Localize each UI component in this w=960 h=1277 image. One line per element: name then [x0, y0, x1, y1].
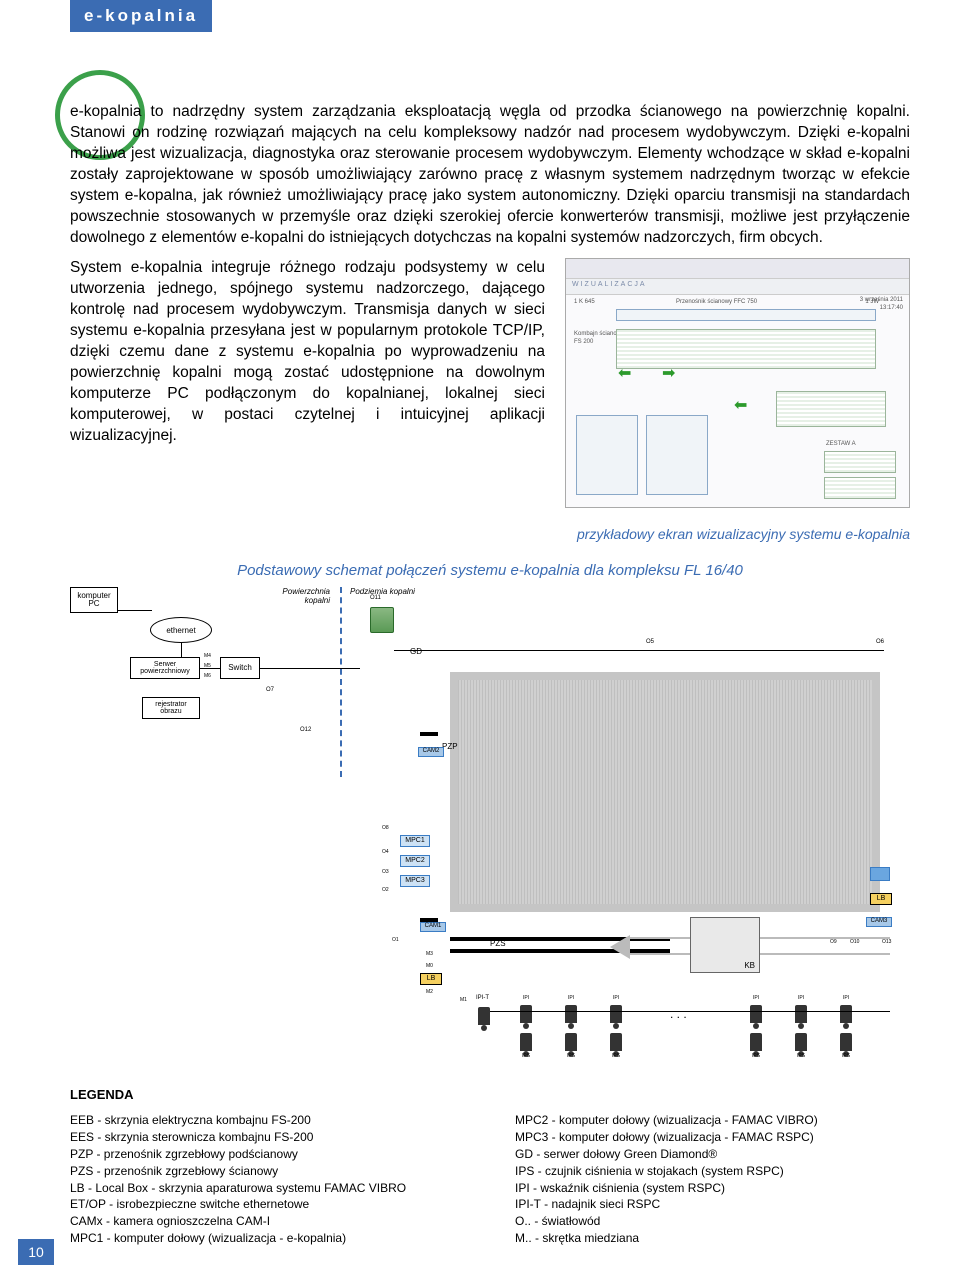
lb-right: LB — [870, 893, 892, 905]
legend-item: IPI - wskaźnik ciśnienia (system RSPC) — [515, 1180, 910, 1197]
legend-item: GD - serwer dołowy Green Diamond® — [515, 1146, 910, 1163]
legend-item: IPS - czujnik ciśnienia w stojakach (sys… — [515, 1163, 910, 1180]
ipi-t-sensor — [478, 1007, 490, 1025]
lbl-pzp: PZP — [442, 742, 458, 751]
lbl-o6: O6 — [876, 639, 884, 645]
lbl-m2: M2 — [426, 989, 433, 995]
legend-item: ET/OP - isrobezpieczne switche etherneto… — [70, 1196, 465, 1213]
paragraph-2: System e-kopalnia integruje różnego rodz… — [70, 258, 545, 498]
lbl-o8: O8 — [382, 825, 389, 831]
cam1: CAM1 — [420, 922, 446, 932]
lbl-o12: O12 — [300, 727, 311, 733]
lbl-o9: O9 — [830, 939, 837, 945]
pzp-conveyor — [420, 732, 438, 922]
cam2: CAM2 — [418, 747, 444, 757]
ips-4: IPS — [750, 1053, 762, 1059]
mpc3: MPC3 — [400, 875, 430, 887]
ips-1: IPS — [520, 1053, 532, 1059]
surface-divider — [340, 587, 342, 777]
ipi-4: IPI — [750, 995, 762, 1001]
legend-item: M.. - skrętka miedziana — [515, 1230, 910, 1247]
legend-left: EEB - skrzynia elektryczna kombajnu FS-2… — [70, 1112, 465, 1246]
ipi-6: IPI — [840, 995, 852, 1001]
lbl-ipi-t: IPI-T — [476, 995, 489, 1001]
ips-3: IPS — [610, 1053, 622, 1059]
lbl-m3: M3 — [426, 951, 433, 957]
ips-dots: . . . — [670, 1007, 687, 1021]
legend-item: PZP - przenośnik zgrzebłowy podścianowy — [70, 1146, 465, 1163]
legend: LEGENDA EEB - skrzynia elektryczna komba… — [70, 1087, 910, 1246]
lbl-powierzchnia: Powierzchnia kopalni — [260, 587, 330, 605]
ipi-1: IPI — [520, 995, 532, 1001]
legend-item: LB - Local Box - skrzynia aparaturowa sy… — [70, 1180, 465, 1197]
page-number: 10 — [18, 1239, 54, 1265]
serwer-box: Serwer powierzchniowy — [130, 657, 200, 679]
section-header: e-kopalnia — [70, 0, 212, 32]
sc-fs200: FS 200 — [574, 339, 593, 345]
ipi-2: IPI — [565, 995, 577, 1001]
screenshot-titlebar — [566, 259, 909, 279]
legend-item: MPC3 - komputer dołowy (wizualizacja - F… — [515, 1129, 910, 1146]
ipi-3: IPI — [610, 995, 622, 1001]
gd-server — [370, 607, 394, 633]
sc-time: 13:17:40 — [880, 305, 903, 311]
connection-diagram: Powierzchnia kopalni Podziemia kopalni k… — [70, 587, 910, 1067]
lbl-o4: O4 — [382, 849, 389, 855]
lbl-gd: GD — [410, 647, 422, 656]
sc-label-lK645: 1 K 645 — [574, 299, 595, 305]
lbl-pzs: PZS — [490, 939, 506, 948]
flow-arrow — [610, 935, 630, 959]
lbl-o5: O5 — [646, 639, 654, 645]
legend-item: CAMx - kamera ognioszczelna CAM-I — [70, 1213, 465, 1230]
legend-item: O.. - światłowód — [515, 1213, 910, 1230]
ips-6: IPS — [840, 1053, 852, 1059]
ips-2: IPS — [565, 1053, 577, 1059]
lbl-o7: O7 — [266, 687, 274, 693]
lbl-o11: O11 — [370, 595, 381, 601]
screenshot-caption: przykładowy ekran wizualizacyjny systemu… — [70, 526, 910, 542]
mpc2: MPC2 — [400, 855, 430, 867]
lbl-o13: O13 — [882, 939, 891, 945]
visualization-screenshot: WIZUALIZACJA 1 K 645 Przenośnik ścianowy… — [565, 258, 910, 508]
lbl-o3: O3 — [382, 869, 389, 875]
screenshot-tab: WIZUALIZACJA — [566, 279, 909, 295]
kb-box: KB — [690, 917, 760, 973]
pzs-conveyor — [450, 937, 670, 953]
lbl-m4: M4 — [204, 653, 211, 659]
mpc1: MPC1 — [400, 835, 430, 847]
legend-item: EEB - skrzynia elektryczna kombajnu FS-2… — [70, 1112, 465, 1129]
legend-right: MPC2 - komputer dołowy (wizualizacja - F… — [515, 1112, 910, 1246]
right-blue-box — [870, 867, 890, 881]
cam3: CAM3 — [866, 917, 892, 927]
lbl-podziemia: Podziemia kopalni — [350, 587, 415, 596]
lbl-o10: O10 — [850, 939, 859, 945]
ips-5: IPS — [795, 1053, 807, 1059]
switch-box: Switch — [220, 657, 260, 679]
legend-item: MPC2 - komputer dołowy (wizualizacja - F… — [515, 1112, 910, 1129]
legend-item: PZS - przenośnik zgrzebłowy ścianowy — [70, 1163, 465, 1180]
lbl-m6: M6 — [204, 673, 211, 679]
paragraph-1: e-kopalnia to nadrzędny system zarządzan… — [70, 102, 910, 248]
legend-title: LEGENDA — [70, 1087, 910, 1102]
lb-left: LB — [420, 973, 442, 985]
legend-item: IPI-T - nadajnik sieci RSPC — [515, 1196, 910, 1213]
legend-item: MPC1 - komputer dołowy (wizualizacja - e… — [70, 1230, 465, 1247]
lbl-m0: M0 — [426, 963, 433, 969]
legend-item: EES - skrzynia sterownicza kombajnu FS-2… — [70, 1129, 465, 1146]
lbl-o1: O1 — [392, 937, 399, 943]
diagram-title: Podstawowy schemat połączeń systemu e-ko… — [70, 562, 910, 579]
ethernet-cloud: ethernet — [150, 617, 212, 643]
komputer-pc-box: komputer PC — [70, 587, 118, 613]
rejestrator-box: rejestrator obrazu — [142, 697, 200, 719]
lbl-o2: O2 — [382, 887, 389, 893]
ipi-5: IPI — [795, 995, 807, 1001]
sc-date: 3 września 2011 — [860, 297, 903, 303]
sc-zestaw: ZESTAW A — [826, 441, 856, 447]
sc-label-przenosnik: Przenośnik ścianowy FFC 750 — [676, 299, 757, 305]
lbl-m1: M1 — [460, 997, 467, 1003]
